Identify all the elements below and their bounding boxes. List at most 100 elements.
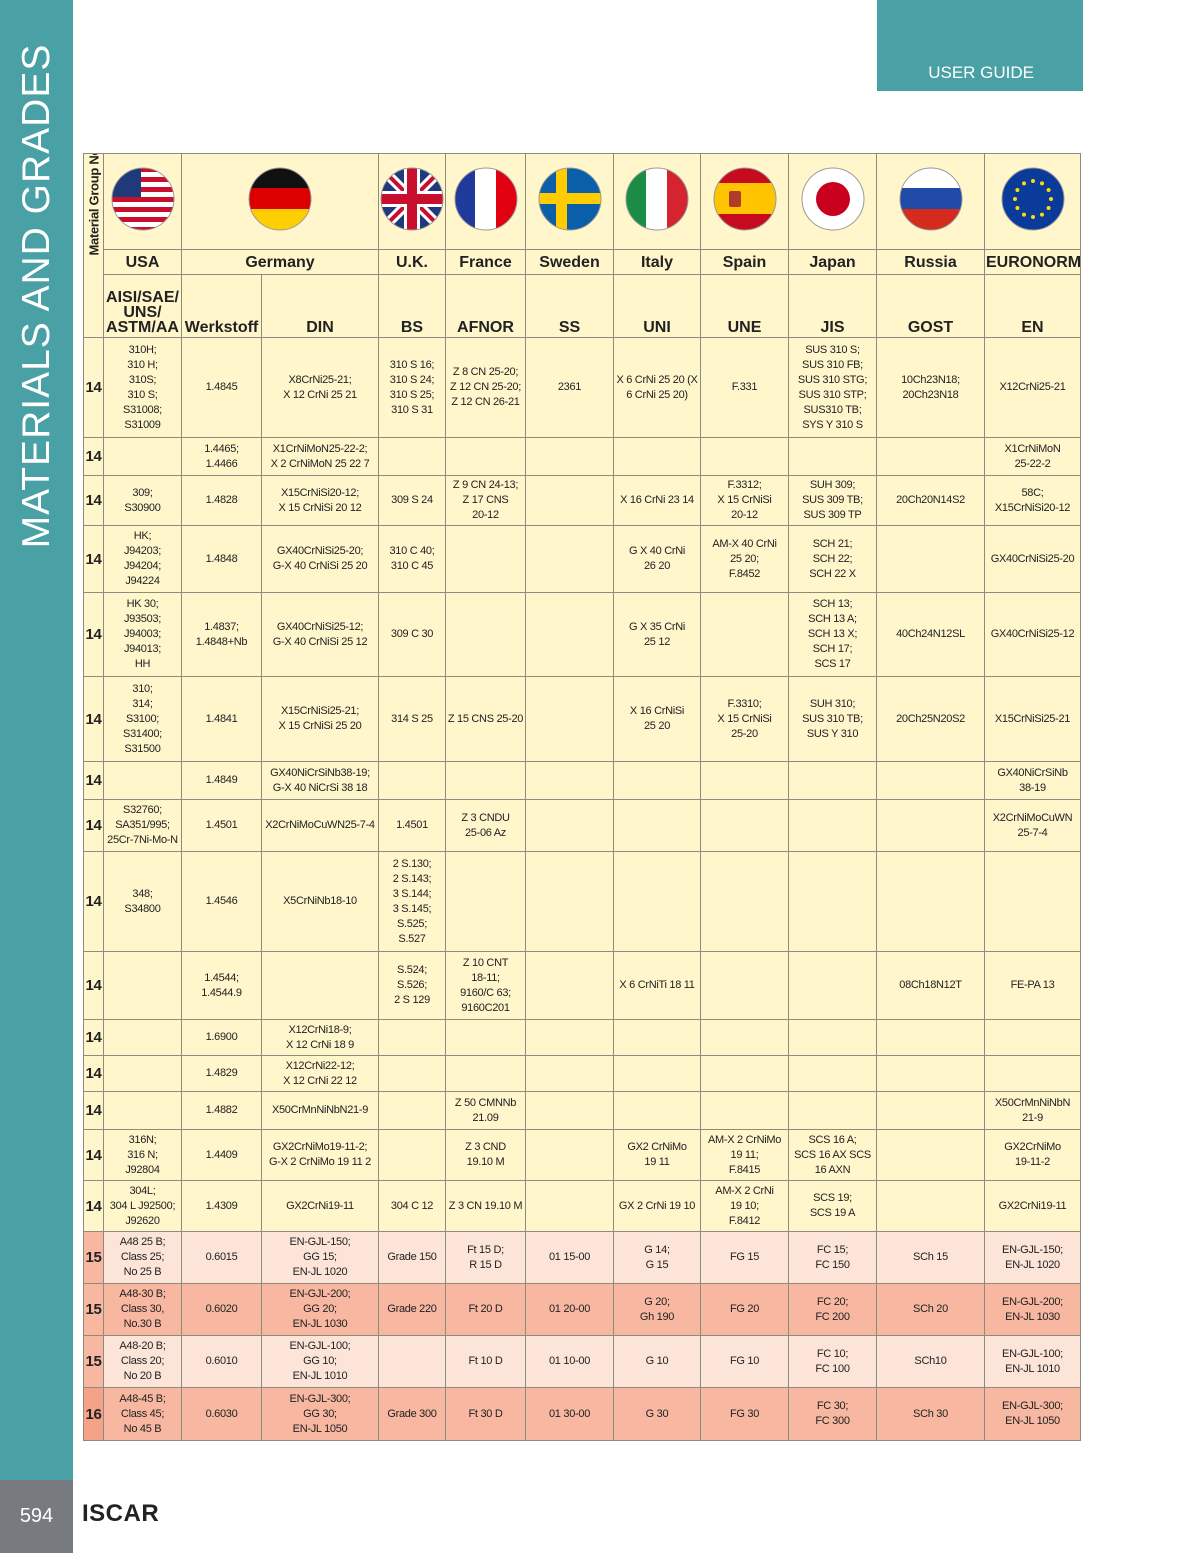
table-cell: G 30 xyxy=(613,1387,701,1441)
table-cell: X 6 CrNiTi 18 11 xyxy=(613,951,701,1020)
table-cell: SCh10 xyxy=(876,1335,985,1388)
table-cell: 1.4501 xyxy=(181,799,262,852)
table-cell xyxy=(525,592,614,677)
table-cell: 1.4828 xyxy=(181,475,262,526)
country-sweden: Sweden xyxy=(525,249,614,275)
material-group-cell: 16 xyxy=(83,1387,104,1441)
table-cell: 1.4501 xyxy=(378,799,446,852)
table-cell: GX40CrNiSi25-12 xyxy=(984,592,1081,677)
country-france: France xyxy=(445,249,526,275)
material-group-cell: 14 xyxy=(83,525,104,593)
table-cell: A48 25 B; Class 25; No 25 B xyxy=(103,1231,182,1284)
standard-aisi: AISI/SAE/ UNS/ ASTM/AA xyxy=(103,274,182,338)
table-cell: X15CrNiSi25-21 xyxy=(984,676,1081,762)
eu-flag-icon xyxy=(1001,167,1064,231)
table-cell: Ft 10 D xyxy=(445,1335,526,1388)
table-cell: 0.6020 xyxy=(181,1283,262,1336)
table-cell: 1.6900 xyxy=(181,1019,262,1056)
standard-jis: JIS xyxy=(788,274,877,338)
table-cell: X8CrNi25-21; X 12 CrNi 25 21 xyxy=(261,337,379,438)
table-cell xyxy=(378,1129,446,1181)
standard-en: EN xyxy=(984,274,1081,338)
table-cell: 310H; 310 H; 310S; 310 S; S31008; S31009 xyxy=(103,337,182,438)
france-flag-icon xyxy=(454,167,517,231)
table-cell: 1.4837; 1.4848+Nb xyxy=(181,592,262,677)
table-cell xyxy=(525,676,614,762)
table-cell xyxy=(788,951,877,1020)
table-cell: 314 S 25 xyxy=(378,676,446,762)
table-cell: EN-GJL-100; EN-JL 1010 xyxy=(984,1335,1081,1388)
table-cell: X15CrNiSi20-12; X 15 CrNiSi 20 12 xyxy=(261,475,379,526)
table-cell: 08Ch18N12T xyxy=(876,951,985,1020)
country-euronorm: EURONORM xyxy=(984,249,1081,275)
table-cell xyxy=(788,761,877,800)
table-cell xyxy=(445,1055,526,1092)
table-cell: EN-GJL-300; GG 30; EN-JL 1050 xyxy=(261,1387,379,1441)
table-cell xyxy=(613,1019,701,1056)
table-cell: X 16 CrNi 23 14 xyxy=(613,475,701,526)
table-cell: 309; S30900 xyxy=(103,475,182,526)
section-title: MATERIALS AND GRADES xyxy=(15,43,58,549)
usa-flag-icon xyxy=(111,167,174,231)
table-cell: Grade 300 xyxy=(378,1387,446,1441)
table-cell: GX2CrNi19-11 xyxy=(261,1180,379,1232)
table-cell xyxy=(788,799,877,852)
table-cell: 01 30-00 xyxy=(525,1387,614,1441)
table-cell: 2 S.130; 2 S.143; 3 S.144; 3 S.145; S.52… xyxy=(378,851,446,952)
eu-flag-cell xyxy=(984,153,1081,250)
table-cell: 58C; X15CrNiSi20-12 xyxy=(984,475,1081,526)
table-cell xyxy=(876,799,985,852)
table-cell xyxy=(525,525,614,593)
table-cell xyxy=(103,1055,182,1092)
table-cell: 1.4309 xyxy=(181,1180,262,1232)
eu-star-icon xyxy=(1048,197,1053,201)
table-cell: Z 3 CND 19.10 M xyxy=(445,1129,526,1181)
table-cell xyxy=(103,951,182,1020)
table-row: 14 309; S30900 1.4828 X15CrNiSi20-12; X 15 … xyxy=(83,475,1081,526)
table-cell: 1.4849 xyxy=(181,761,262,800)
table-cell: 01 10-00 xyxy=(525,1335,614,1388)
standard-ss: SS xyxy=(525,274,614,338)
table-cell xyxy=(378,1335,446,1388)
table-cell: EN-GJL-200; GG 20; EN-JL 1030 xyxy=(261,1283,379,1336)
table-cell xyxy=(525,1091,614,1130)
table-cell xyxy=(613,851,701,952)
germany-flag-cell xyxy=(181,153,379,250)
table-cell: 1.4845 xyxy=(181,337,262,438)
table-cell: A48-20 B; Class 20; No 20 B xyxy=(103,1335,182,1388)
table-cell xyxy=(700,437,789,476)
table-cell: Z 3 CN 19.10 M xyxy=(445,1180,526,1232)
table-cell: AM-X 40 CrNi 25 20; F.8452 xyxy=(700,525,789,593)
sweden-flag-cell xyxy=(525,153,614,250)
table-row: 14 1.6900 X12CrNi18-9; X 12 CrNi 18 9 xyxy=(83,1019,1081,1056)
table-cell: Ft 15 D; R 15 D xyxy=(445,1231,526,1284)
table-cell xyxy=(876,525,985,593)
table-cell: SCS 16 A; SCS 16 AX SCS 16 AXN xyxy=(788,1129,877,1181)
table-cell: X15CrNiSi25-21; X 15 CrNiSi 25 20 xyxy=(261,676,379,762)
table-cell xyxy=(378,1055,446,1092)
table-cell: 348; S34800 xyxy=(103,851,182,952)
germany-flag-icon xyxy=(248,167,312,231)
table-cell: 1.4544; 1.4544.9 xyxy=(181,951,262,1020)
table-row: 14 1.4829 X12CrNi22-12; X 12 CrNi 22 12 xyxy=(83,1055,1081,1092)
table-cell xyxy=(445,437,526,476)
table-row: 16 A48-45 B; Class 45; No 45 B 0.6030 EN-GJ… xyxy=(83,1387,1081,1441)
eu-star-icon xyxy=(1014,206,1019,210)
table-cell: SCH 13; SCH 13 A; SCH 13 X; SCH 17; SCS … xyxy=(788,592,877,677)
table-cell xyxy=(700,761,789,800)
japan-flag-cell xyxy=(788,153,877,250)
table-cell: X 16 CrNiSi 25 20 xyxy=(613,676,701,762)
table-cell xyxy=(700,799,789,852)
material-group-cell: 14 xyxy=(83,761,104,800)
table-cell xyxy=(700,1019,789,1056)
table-cell xyxy=(378,1091,446,1130)
country-uk: U.K. xyxy=(378,249,446,275)
table-cell: SCh 20 xyxy=(876,1283,985,1336)
table-cell: G X 40 CrNi 26 20 xyxy=(613,525,701,593)
table-cell: X1CrNiMoN 25-22-2 xyxy=(984,437,1081,476)
table-cell xyxy=(984,1019,1081,1056)
table-cell: G 20; Gh 190 xyxy=(613,1283,701,1336)
table-row: 14 1.4544; 1.4544.9 S.524; S.526; 2 S 129 Z… xyxy=(83,951,1081,1020)
table-cell: 01 20-00 xyxy=(525,1283,614,1336)
table-cell: X2CrNiMoCuWN25-7-4 xyxy=(261,799,379,852)
